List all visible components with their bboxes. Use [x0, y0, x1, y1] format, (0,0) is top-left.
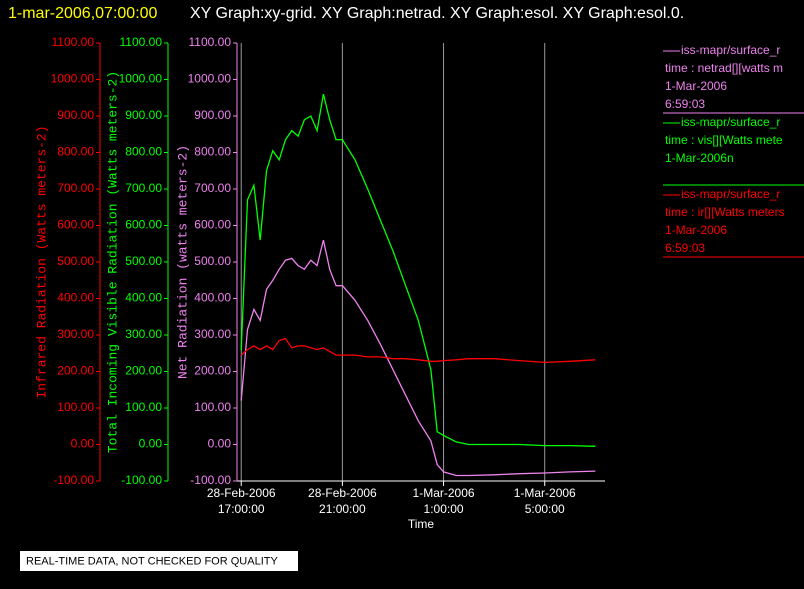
x-tick-label: 28-Feb-2006 21:00:00: [308, 486, 377, 516]
x-tick-label-line: 1-Mar-2006: [413, 486, 475, 500]
y-tick-label: 300.00: [125, 327, 162, 341]
y-tick-label: 500.00: [194, 254, 231, 268]
series-line: [240, 337, 596, 364]
x-tick-label-line: 28-Feb-2006: [308, 486, 377, 500]
y-tick-label: 400.00: [194, 291, 231, 305]
timestamp: 1-mar-2006,07:00:00: [8, 5, 158, 22]
y-tick-label: 500.00: [125, 254, 162, 268]
legend-text: 1-Mar-2006: [665, 79, 727, 93]
y-tick-label: 0.00: [71, 437, 95, 451]
y-tick-label: 300.00: [57, 327, 94, 341]
y-tick-label: 700.00: [125, 181, 162, 195]
y-tick-label: 1100.00: [189, 35, 232, 49]
y-tick-label: 0.00: [208, 437, 232, 451]
y-tick-label: -100.00: [121, 473, 162, 487]
x-tick-label: 28-Feb-2006 17:00:00: [207, 486, 276, 516]
y-tick-label: 1000.00: [119, 72, 163, 86]
legend-text: 6:59:03: [665, 97, 705, 111]
x-tick-label-line: 28-Feb-2006: [207, 486, 276, 500]
y-tick-label: 600.00: [194, 218, 231, 232]
y-axis-title: Net Radiation (watts meters-2): [175, 145, 190, 379]
y-tick-label: 0.00: [139, 437, 163, 451]
y-tick-label: 1100.00: [52, 35, 95, 49]
y-tick-label: 600.00: [125, 218, 162, 232]
legend-text: time : vis[][Watts mete: [665, 133, 783, 147]
legend-text: 1-Mar-2006n: [665, 151, 734, 165]
y-tick-label: 900.00: [57, 108, 94, 122]
x-tick-label-line: 5:00:00: [525, 502, 565, 516]
legend-name: iss-mapr/surface_r: [681, 115, 780, 129]
y-axis-title: Infrared Radiation (Watts meters-2): [34, 125, 49, 398]
series-line: [240, 239, 596, 477]
y-tick-label: 900.00: [194, 108, 231, 122]
x-tick-label-line: 21:00:00: [319, 502, 366, 516]
y-tick-label: 1000.00: [51, 72, 95, 86]
y-tick-label: 700.00: [194, 181, 231, 195]
y-tick-label: 800.00: [125, 145, 162, 159]
legend-text: 1-Mar-2006: [665, 223, 727, 237]
graph-list: XY Graph:xy-grid. XY Graph:netrad. XY Gr…: [190, 5, 684, 22]
y-tick-label: 500.00: [57, 254, 94, 268]
x-tick-label-line: 17:00:00: [218, 502, 265, 516]
x-tick-label: 1-Mar-2006 1:00:00: [413, 486, 475, 516]
y-tick-label: -100.00: [53, 473, 94, 487]
y-tick-label: 100.00: [57, 400, 94, 414]
legend-text: 6:59:03: [665, 241, 705, 255]
y-tick-label: 1000.00: [188, 72, 232, 86]
legend-text: time : ir[][Watts meters: [665, 205, 785, 219]
x-tick-label: 1-Mar-2006 5:00:00: [514, 486, 576, 516]
footer-box: [20, 551, 298, 571]
y-tick-label: 400.00: [125, 291, 162, 305]
y-tick-label: 200.00: [57, 364, 94, 378]
legend-name: iss-mapr/surface_r: [681, 43, 780, 57]
x-tick-label-line: 1-Mar-2006: [514, 486, 576, 500]
series-line: [240, 93, 596, 447]
y-tick-label: 400.00: [57, 291, 94, 305]
y-tick-label: 1100.00: [120, 35, 163, 49]
y-tick-label: 100.00: [125, 400, 162, 414]
y-tick-label: 700.00: [57, 181, 94, 195]
y-axis-title: Total Incoming Visible Radiation (Watts …: [105, 71, 120, 453]
x-tick-label-line: 1:00:00: [424, 502, 464, 516]
y-tick-label: 300.00: [194, 327, 231, 341]
footer-note: REAL-TIME DATA, NOT CHECKED FOR QUALITY: [26, 555, 278, 567]
legend-text: time : netrad[][watts m: [665, 61, 783, 75]
y-tick-label: 600.00: [57, 218, 94, 232]
y-tick-label: 200.00: [125, 364, 162, 378]
y-tick-label: 200.00: [194, 364, 231, 378]
y-tick-label: -100.00: [190, 473, 231, 487]
y-tick-label: 800.00: [194, 145, 231, 159]
y-tick-label: 900.00: [125, 108, 162, 122]
y-tick-label: 100.00: [194, 400, 231, 414]
x-axis-title: Time: [408, 517, 435, 531]
legend-name: iss-mapr/surface_r: [681, 187, 780, 201]
y-tick-label: 800.00: [57, 145, 94, 159]
